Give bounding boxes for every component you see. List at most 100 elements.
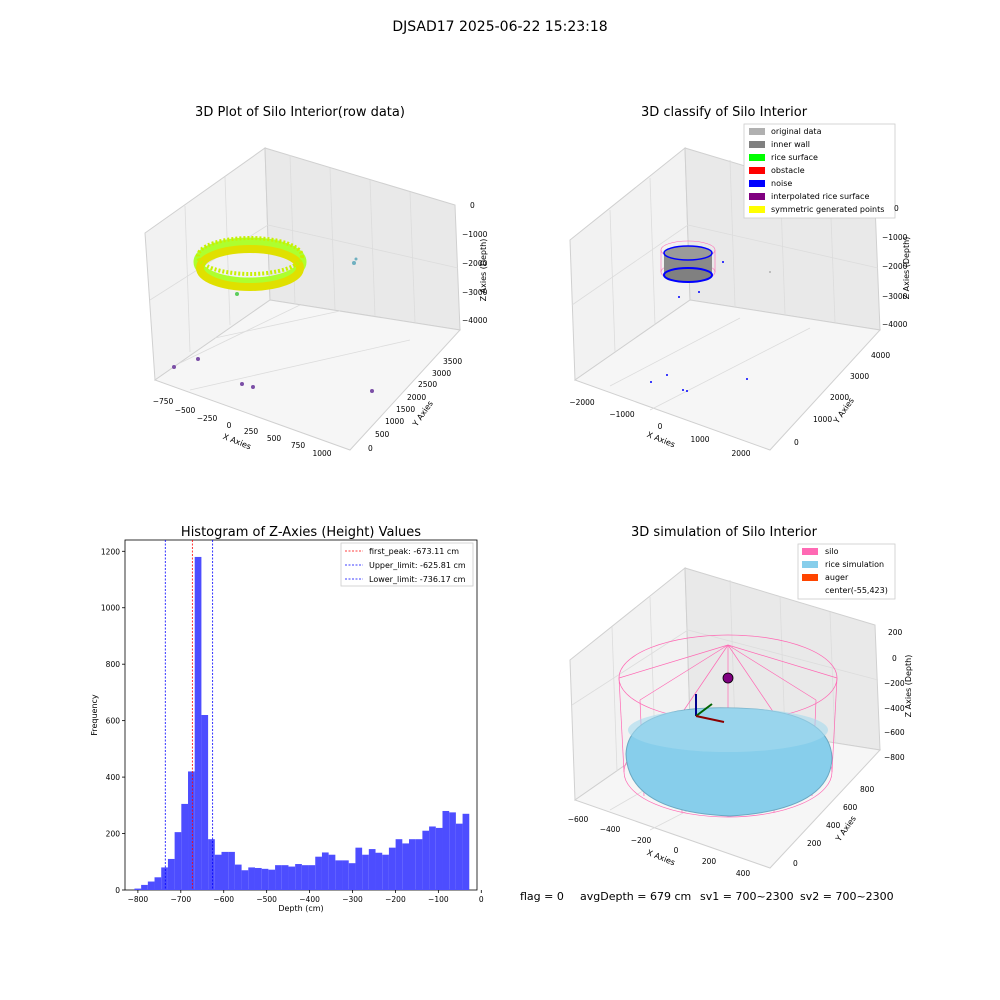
classify-ytick: 3000: [850, 372, 869, 381]
footer-sv2: sv2 = 700~2300: [800, 890, 894, 903]
hist-bar: [194, 556, 202, 890]
legend-swatch-inner-wall: [749, 141, 765, 148]
legend-label-auger: auger: [825, 573, 849, 582]
hist-bar: [449, 812, 456, 890]
hist-bars: [134, 556, 470, 890]
footer-avg-depth: avgDepth = 679 cm: [580, 890, 691, 903]
hist-bar: [442, 810, 450, 890]
raw-ytick: 3500: [443, 357, 462, 366]
sim-xtick: −200: [631, 836, 652, 845]
legend-swatch-interpolated: [749, 193, 765, 200]
hist-x-tick-label: −500: [256, 895, 277, 904]
legend-label-lower-limit: Lower_limit: -736.17 cm: [369, 575, 466, 584]
raw-xtick: −500: [175, 406, 196, 415]
panel-histogram: Histogram of Z-Axies (Height) Values −80…: [90, 525, 484, 913]
hist-y-tick-label: 1000: [101, 604, 120, 613]
raw-ytick: 2000: [407, 393, 426, 402]
hist-y-tick-label: 400: [106, 773, 121, 782]
legend-label-original-data: original data: [771, 127, 822, 136]
sim-ztick: −800: [884, 753, 905, 762]
hist-xlabel: Depth (cm): [278, 904, 323, 913]
hist-bar: [288, 866, 296, 890]
hist-y-tick-label: 600: [106, 717, 121, 726]
hist-legend: first_peak: -673.11 cm Upper_limit: -625…: [340, 542, 474, 587]
classify-ztick: −1000: [882, 233, 908, 242]
hist-bar: [261, 868, 269, 890]
raw-ztick: 0: [470, 201, 475, 210]
hist-x-tick-label: −100: [428, 895, 449, 904]
panel-simulation-title: 3D simulation of Silo Interior: [631, 525, 818, 540]
legend-swatch-rice-simulation: [802, 561, 818, 568]
legend-label-inner-wall: inner wall: [771, 140, 810, 149]
raw-ytick: 3000: [432, 369, 451, 378]
panel-simulation-3d: 3D simulation of Silo Interior: [568, 525, 913, 878]
raw-3d-axes-box: [144, 147, 461, 451]
hist-bar: [308, 865, 316, 890]
sim-xtick: 0: [674, 846, 679, 855]
legend-swatch-noise: [749, 180, 765, 187]
hist-bar: [147, 881, 155, 890]
sim-xlabel: X Axies: [646, 848, 677, 867]
sim-xtick: −600: [568, 815, 589, 824]
hist-bar: [342, 860, 349, 890]
sim-ztick: −600: [884, 728, 905, 737]
hist-x-tick-label: −300: [342, 895, 363, 904]
raw-3d-ticks: −750 −500 −250 0 250 500 750 1000 X Axie…: [153, 201, 488, 458]
sim-ytick: 600: [843, 803, 858, 812]
figure-suptitle: DJSAD17 2025-06-22 15:23:18: [392, 19, 607, 35]
raw-ytick: 2500: [418, 380, 437, 389]
sim-ytick: 800: [860, 785, 875, 794]
raw-xtick: −750: [153, 397, 174, 406]
hist-x-ticks: −800 −700 −600 −500 −400 −300 −200 −100 0: [128, 890, 484, 904]
classify-xtick: −1000: [609, 410, 635, 419]
legend-swatch-symmetric: [749, 206, 765, 213]
raw-zlabel: Z Axies (Depth): [479, 239, 488, 302]
sim-xtick: 200: [702, 857, 717, 866]
hist-y-ticks: 0 200 400 600 800 1000 1200: [101, 547, 125, 895]
hist-x-tick-label: −700: [171, 895, 192, 904]
classify-xtick: 2000: [731, 449, 750, 458]
hist-bar: [462, 813, 470, 890]
hist-bar: [402, 843, 410, 890]
hist-bar: [355, 847, 363, 890]
simulation-coordinate-axes: [695, 694, 725, 723]
raw-xtick: 750: [291, 441, 306, 450]
hist-x-tick-label: 0: [479, 895, 484, 904]
legend-label-symmetric: symmetric generated points: [771, 205, 884, 214]
panel-classify-title: 3D classify of Silo Interior: [641, 105, 808, 120]
hist-y-tick-label: 0: [115, 886, 120, 895]
hist-bar: [388, 847, 396, 890]
hist-bar: [315, 856, 322, 890]
hist-bar: [368, 849, 376, 890]
raw-xtick: −250: [197, 414, 218, 423]
hist-bar: [201, 715, 209, 890]
legend-label-interpolated: interpolated rice surface: [771, 192, 869, 201]
legend-label-silo: silo: [825, 547, 839, 556]
hist-y-tick-label: 1200: [101, 547, 120, 556]
hist-reference-lines: [164, 540, 214, 890]
legend-label-rice-surface: rice surface: [771, 153, 818, 162]
classify-ztick: −2000: [882, 262, 908, 271]
hist-bar: [254, 867, 262, 890]
simulation-rice-surface: [625, 707, 833, 817]
hist-ylabel: Frequency: [90, 694, 99, 736]
hist-bar: [295, 864, 302, 890]
raw-ztick: −2000: [462, 259, 488, 268]
hist-x-tick-label: −800: [128, 895, 149, 904]
sim-ytick: 400: [826, 821, 841, 830]
classify-ytick: 0: [794, 438, 799, 447]
legend-label-upper-limit: Upper_limit: -625.81 cm: [369, 561, 466, 570]
hist-bar: [228, 851, 235, 890]
classify-xlabel: X Axies: [646, 430, 677, 449]
hist-title: Histogram of Z-Axies (Height) Values: [181, 525, 421, 540]
raw-xtick: 1000: [312, 449, 331, 458]
sim-ztick: −400: [884, 704, 905, 713]
raw-ytick: 1000: [385, 417, 404, 426]
hist-bar: [174, 832, 182, 890]
hist-bar: [455, 823, 463, 890]
classify-3d-points: [650, 240, 771, 392]
classify-zlabel: Z Axies (Depth): [902, 237, 911, 300]
hist-bar: [268, 869, 276, 890]
hist-bar: [321, 852, 329, 890]
